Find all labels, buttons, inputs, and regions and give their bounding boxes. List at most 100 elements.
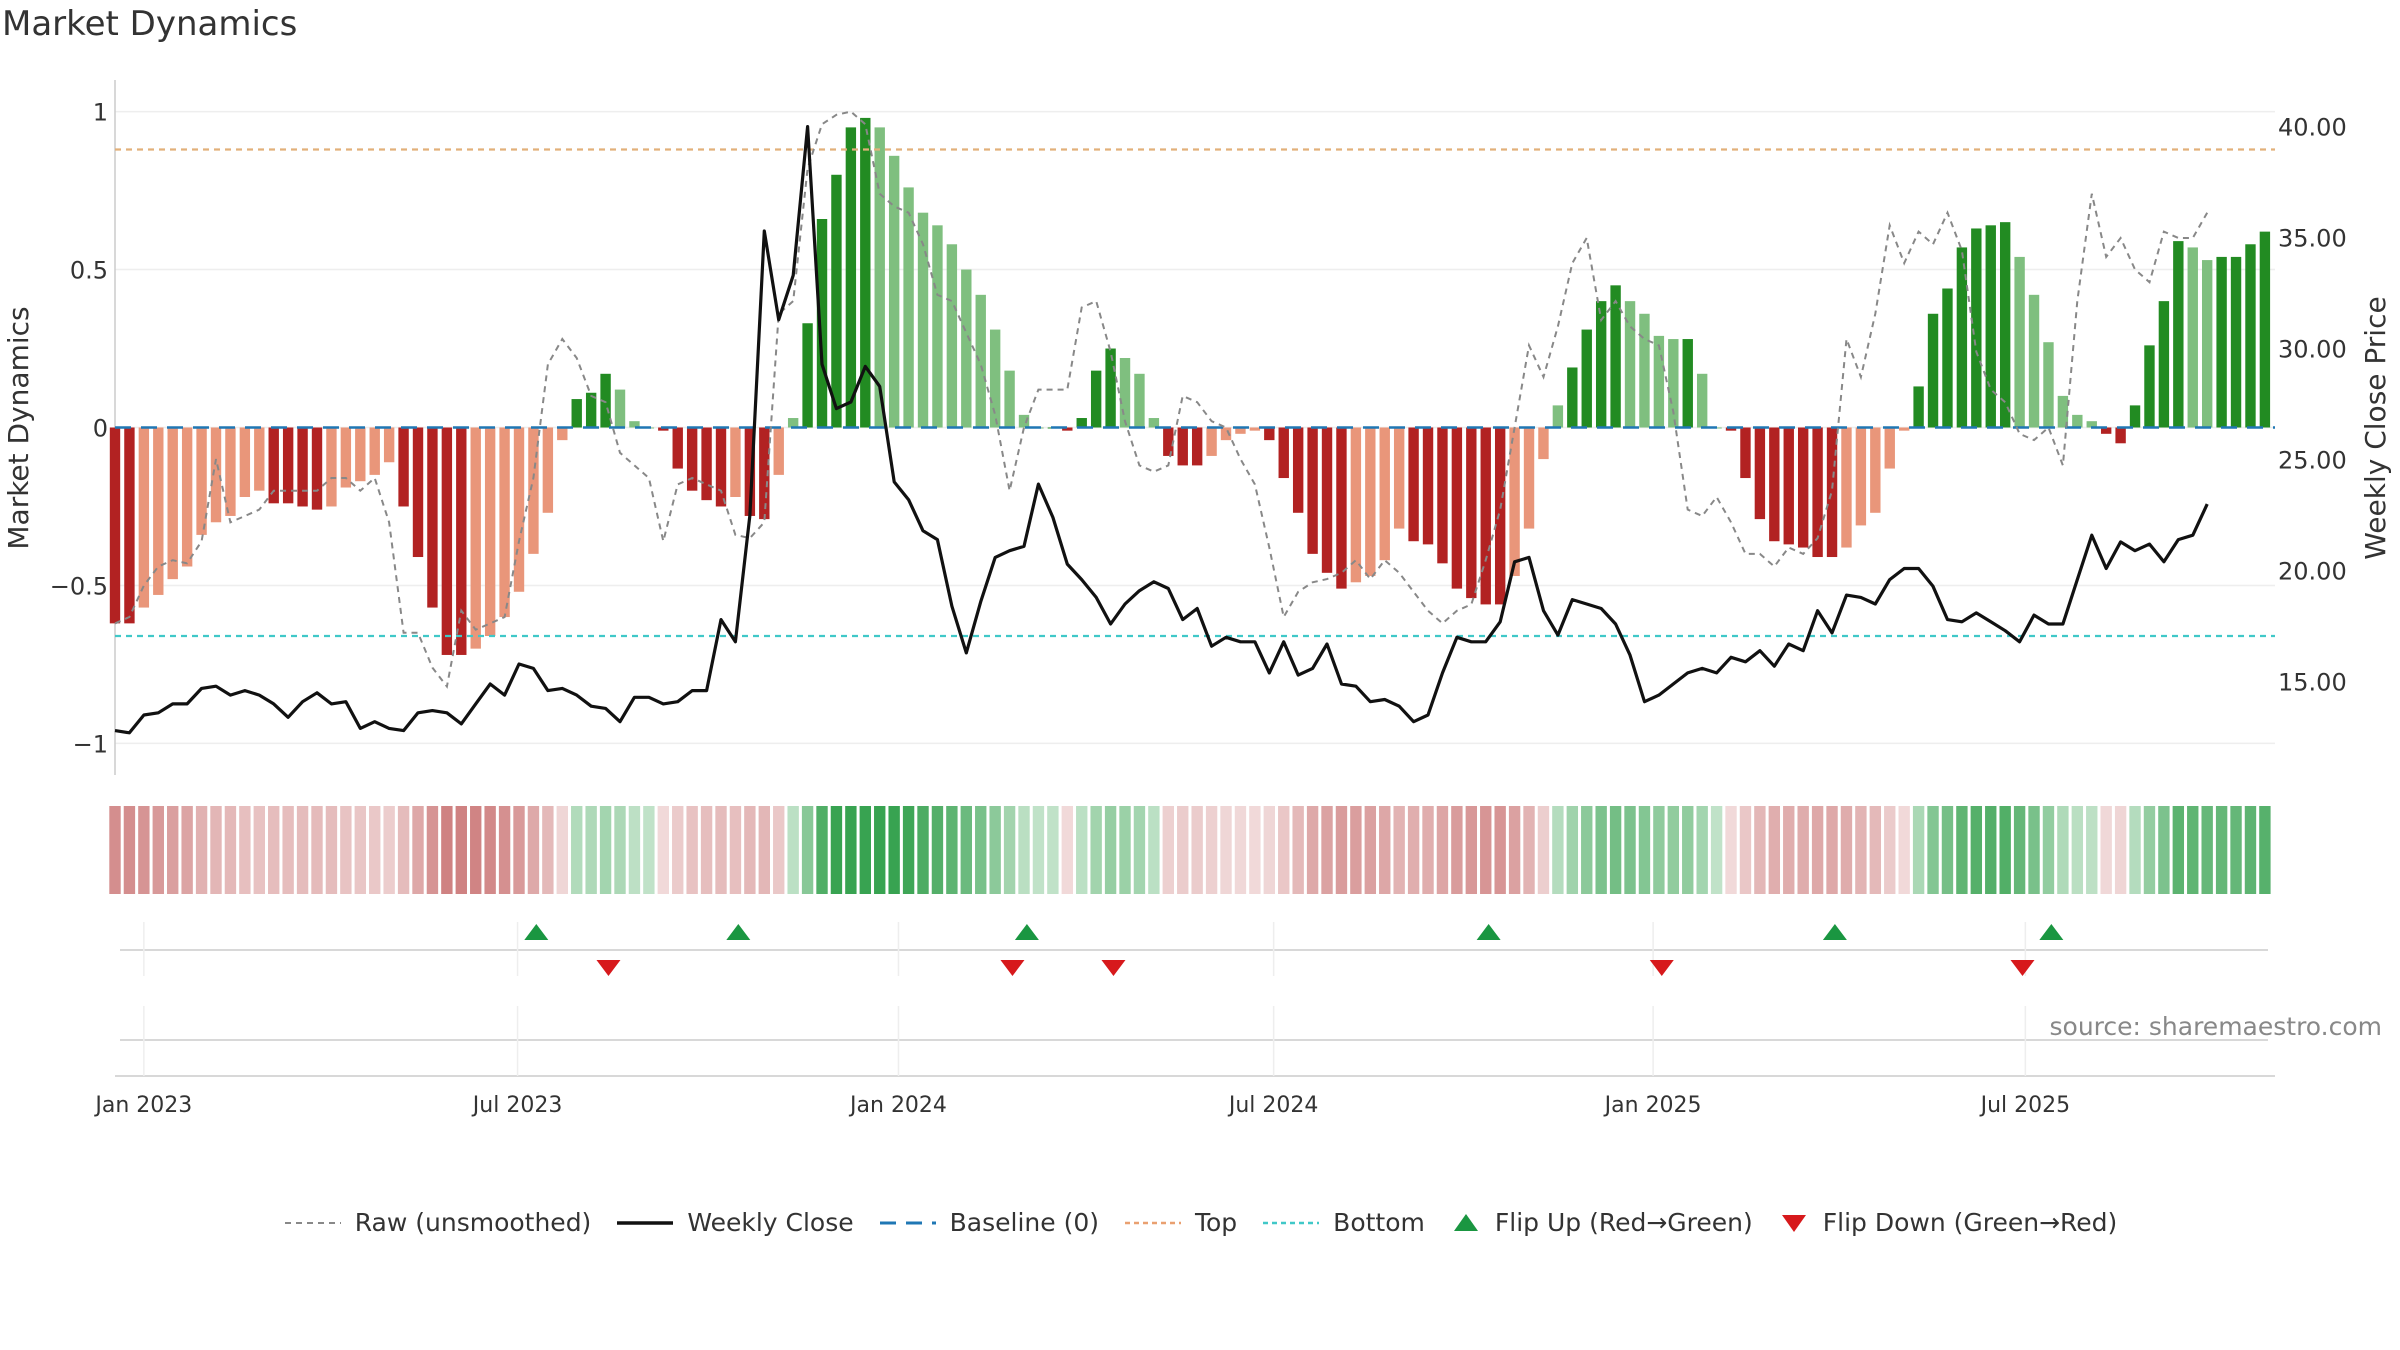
- momentum-bar: [1826, 427, 1838, 558]
- regime-strip-cell: [1076, 806, 1088, 894]
- regime-strip-cell: [1292, 806, 1304, 894]
- legend-item-close[interactable]: Weekly Close: [615, 1208, 854, 1237]
- regime-strip-cell: [1609, 806, 1622, 894]
- regime-strip-cell: [426, 806, 439, 894]
- regime-strip-cell: [1162, 806, 1175, 894]
- regime-strip-cell: [1220, 806, 1232, 894]
- momentum-bar: [1538, 427, 1549, 460]
- momentum-bar: [975, 294, 986, 428]
- regime-strip-cell: [628, 806, 641, 894]
- momentum-bar: [715, 427, 727, 507]
- momentum-bar: [282, 427, 294, 504]
- regime-strip-cell: [1595, 806, 1607, 894]
- momentum-bar: [845, 127, 857, 428]
- y2-tick-label: 15.00: [2278, 669, 2347, 697]
- momentum-bar: [1350, 427, 1362, 583]
- regime-strip-cell: [498, 806, 511, 894]
- regime-strip-cell: [325, 806, 338, 894]
- regime-strip-cell: [801, 806, 814, 894]
- legend-top-swatch: [1124, 1221, 1181, 1224]
- legend-item-top[interactable]: Top: [1123, 1208, 1237, 1237]
- momentum-bar: [499, 427, 510, 618]
- legend-item-flip-down[interactable]: Flip Down (Green→Red): [1777, 1208, 2117, 1237]
- regime-strip-cell: [686, 806, 698, 894]
- regime-strip-cell: [874, 806, 886, 894]
- regime-strip-cell: [715, 806, 727, 894]
- momentum-bar: [153, 427, 164, 595]
- momentum-bar: [1422, 427, 1434, 545]
- x-tick-label: Jul 2025: [1979, 1093, 2071, 1118]
- momentum-bar: [658, 427, 669, 431]
- momentum-bar: [311, 427, 323, 510]
- momentum-bar: [1235, 427, 1246, 434]
- regime-strip-cell: [2100, 806, 2112, 894]
- momentum-bar: [1466, 427, 1477, 599]
- regime-strip-cell: [181, 806, 193, 894]
- momentum-bar: [1004, 370, 1015, 428]
- momentum-bar: [2129, 405, 2141, 428]
- momentum-bar: [1105, 348, 1116, 428]
- regime-strip-cell: [2143, 806, 2156, 894]
- x-tick-label: Jul 2023: [471, 1093, 563, 1118]
- momentum-bar: [1307, 427, 1318, 554]
- momentum-bar: [1985, 225, 1996, 428]
- regime-strip-cell: [1552, 806, 1564, 894]
- regime-strip-cell: [1667, 806, 1680, 894]
- regime-strip-cell: [2158, 806, 2170, 894]
- regime-strip-cell: [1047, 806, 1059, 894]
- regime-strip-cell: [412, 806, 424, 894]
- momentum-bar: [1913, 386, 1924, 428]
- momentum-bar: [2057, 395, 2069, 428]
- legend-item-raw[interactable]: Raw (unsmoothed): [283, 1208, 591, 1237]
- legend-close-label: Weekly Close: [687, 1208, 854, 1237]
- momentum-bar: [672, 427, 683, 469]
- regime-strip-cell: [1321, 806, 1333, 894]
- momentum-bar: [1249, 427, 1261, 431]
- regime-strip-cell: [1985, 806, 1997, 894]
- momentum-bar: [1206, 427, 1217, 456]
- regime-strip-cell: [830, 806, 843, 894]
- momentum-bar: [1927, 313, 1939, 428]
- momentum-bar: [210, 427, 222, 523]
- momentum-bar: [1610, 285, 1621, 428]
- momentum-bar: [1278, 427, 1289, 479]
- legend-item-flip-up[interactable]: Flip Up (Red→Green): [1449, 1208, 1753, 1237]
- momentum-bar: [1090, 370, 1102, 428]
- momentum-bar: [1523, 427, 1535, 529]
- momentum-bar: [1220, 427, 1232, 441]
- regime-strip-cell: [354, 806, 366, 894]
- legend-raw-swatch: [284, 1221, 341, 1224]
- momentum-bar: [1884, 427, 1895, 469]
- momentum-bar: [1595, 301, 1607, 428]
- momentum-bar: [1971, 228, 1982, 428]
- regime-strip-cell: [672, 806, 684, 894]
- regime-strip-cell: [513, 806, 525, 894]
- flip-up-marker: [524, 924, 549, 940]
- legend-item-baseline[interactable]: Baseline (0): [878, 1208, 1099, 1237]
- regime-strip-cell: [946, 806, 958, 894]
- momentum-bar: [1480, 427, 1491, 605]
- momentum-bar: [629, 421, 640, 428]
- momentum-bar: [225, 427, 236, 516]
- momentum-bar: [1365, 427, 1376, 576]
- source-credit: source: sharemaestro.com: [2049, 1012, 2383, 1041]
- regime-strip-cell: [773, 806, 785, 894]
- momentum-bar: [2201, 260, 2213, 428]
- regime-strip-cell: [1970, 806, 1983, 894]
- regime-strip-cell: [527, 806, 540, 894]
- regime-strip-cell: [2086, 806, 2098, 894]
- momentum-bar: [1451, 427, 1463, 589]
- momentum-bar: [2187, 247, 2198, 428]
- momentum-bar: [369, 427, 380, 475]
- regime-strip-cell: [1653, 806, 1665, 894]
- regime-strip-cell: [1754, 806, 1766, 894]
- momentum-bar: [1119, 358, 1131, 428]
- legend-close-swatch: [617, 1220, 674, 1225]
- momentum-bar: [1942, 288, 1953, 428]
- legend-item-bottom[interactable]: Bottom: [1261, 1208, 1425, 1237]
- regime-strip-cell: [239, 806, 251, 894]
- flip-down-marker: [596, 960, 621, 976]
- flip-down-marker: [1000, 960, 1025, 976]
- momentum-bar: [383, 427, 395, 463]
- momentum-bar: [860, 117, 871, 428]
